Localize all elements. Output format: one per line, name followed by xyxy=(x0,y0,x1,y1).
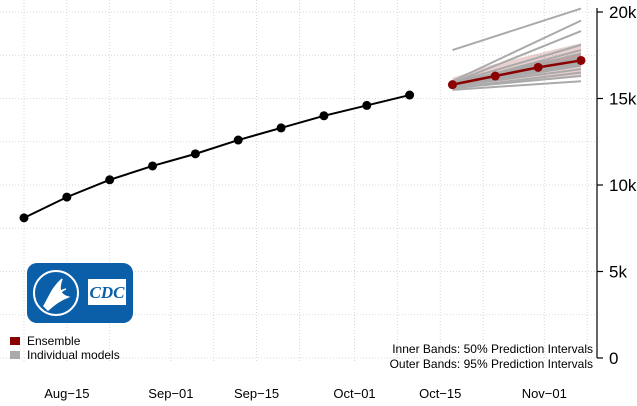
ensemble-point xyxy=(490,71,500,81)
x-axis-ticks: Aug−15 Sep−01 Sep−15 Oct−01 Oct−15 Nov−01 xyxy=(44,386,567,401)
ensemble-line xyxy=(452,59,582,86)
individual-model-line xyxy=(452,30,582,84)
observed-point xyxy=(105,175,115,185)
ensemble-point xyxy=(447,80,457,90)
individual-model-line xyxy=(452,68,582,88)
x-tick-label: Aug−15 xyxy=(44,386,89,401)
y-tick-label: 0 xyxy=(609,349,618,368)
cdc-logo-badge xyxy=(88,279,126,305)
observed-point xyxy=(233,135,243,145)
x-tick-label: Oct−01 xyxy=(333,386,375,401)
observed-point xyxy=(190,149,200,159)
observed-point xyxy=(405,90,415,100)
observed-point xyxy=(276,123,286,133)
ensemble-point xyxy=(533,62,543,72)
observed-line xyxy=(23,94,410,219)
series-layer xyxy=(19,55,586,223)
individual-model-line xyxy=(452,43,582,84)
legend-label-individual-models: Individual models xyxy=(27,348,120,362)
y-tick-label: 10k xyxy=(609,176,637,195)
y-tick-label: 20k xyxy=(609,3,637,22)
individual-model-line xyxy=(452,19,582,83)
legend-label-ensemble: Ensemble xyxy=(27,334,81,348)
ensemble-point xyxy=(576,55,586,65)
observed-point xyxy=(19,213,29,223)
y-axis: 0 5k 10k 15k 20k xyxy=(596,3,637,368)
x-tick-label: Oct−15 xyxy=(419,386,461,401)
y-tick-label: 5k xyxy=(609,263,627,282)
legend-swatch-individual-models xyxy=(10,351,20,359)
cdc-logo-text: CDC xyxy=(90,283,126,302)
individual-model-line xyxy=(452,7,582,52)
observed-point xyxy=(319,111,329,121)
legend: Ensemble Individual models xyxy=(10,334,120,362)
interval-notes: Inner Bands: 50% Prediction Intervals Ou… xyxy=(390,342,593,371)
x-tick-label: Nov−01 xyxy=(522,386,567,401)
x-tick-label: Sep−15 xyxy=(234,386,279,401)
y-tick-label: 15k xyxy=(609,90,637,109)
cdc-logo-background xyxy=(27,263,133,323)
note-outer-bands: Outer Bands: 95% Prediction Intervals xyxy=(390,357,593,371)
observed-point xyxy=(362,100,372,110)
cdc-logo: CDC xyxy=(27,263,133,323)
observed-point xyxy=(148,161,158,171)
legend-swatch-ensemble xyxy=(10,337,20,345)
hhs-eagle-icon xyxy=(43,278,71,312)
x-tick-label: Sep−01 xyxy=(148,386,193,401)
hhs-seal-icon xyxy=(33,270,79,316)
note-inner-bands: Inner Bands: 50% Prediction Intervals xyxy=(392,342,593,356)
individual-model-line xyxy=(452,75,582,90)
observed-point xyxy=(62,192,72,202)
individual-model-line xyxy=(452,80,582,91)
